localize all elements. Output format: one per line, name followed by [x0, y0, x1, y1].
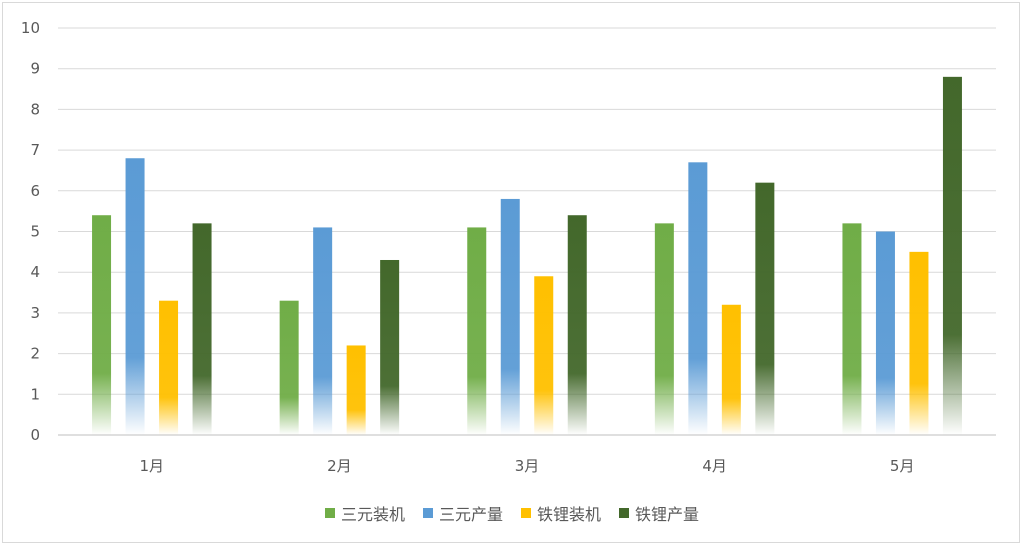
y-tick-label: 10	[21, 19, 40, 37]
legend: 三元装机 三元产量 铁锂装机 铁锂产量	[0, 500, 1024, 526]
x-tick-label: 1月	[140, 457, 165, 475]
y-tick-label: 0	[30, 426, 40, 444]
gridlines	[58, 27, 996, 436]
legend-item: 铁锂装机	[521, 501, 601, 525]
legend-label: 三元产量	[438, 505, 503, 524]
y-tick-label: 8	[30, 100, 40, 118]
bar-3-2	[346, 345, 366, 435]
legend-item: 三元产量	[422, 501, 503, 525]
bar-2-5	[875, 231, 895, 435]
bar-2-4	[688, 162, 708, 435]
bar-4-4	[755, 182, 775, 435]
y-tick-label: 9	[30, 60, 40, 78]
legend-label: 铁锂产量	[635, 505, 700, 524]
bars	[92, 76, 962, 436]
y-tick-label: 6	[30, 182, 40, 200]
legend-swatch	[619, 508, 630, 518]
x-tick-label: 4月	[702, 457, 727, 475]
bar-4-3	[567, 215, 587, 435]
legend-swatch	[521, 508, 531, 518]
bar-4-1	[192, 223, 212, 435]
y-tick-label: 3	[30, 304, 40, 322]
bar-3-1	[159, 300, 179, 435]
legend-item: 铁锂产量	[619, 501, 699, 525]
legend-swatch	[324, 508, 335, 518]
bar-1-2	[279, 300, 299, 435]
bar-4-5	[942, 76, 962, 435]
bar-1-1	[92, 215, 112, 435]
legend-item: 三元装机	[324, 501, 405, 525]
bar-2-3	[500, 198, 520, 435]
bar-chart: 0 1 2 3 4 5 6 7 8 9 10 1月 2月 3月 4月 5月	[21, 19, 996, 475]
x-axis-ticks: 1月 2月 3月 4月 5月	[140, 457, 915, 475]
y-tick-label: 2	[30, 345, 40, 363]
y-axis-ticks: 0 1 2 3 4 5 6 7 8 9 10	[21, 19, 40, 444]
x-tick-label: 3月	[515, 457, 540, 475]
bar-3-5	[909, 251, 929, 435]
legend-label: 铁锂装机	[537, 505, 602, 524]
legend-swatch	[422, 508, 433, 518]
bar-2-1	[125, 158, 145, 436]
y-tick-label: 1	[30, 385, 40, 403]
y-tick-label: 7	[30, 141, 40, 159]
bar-2-2	[313, 227, 333, 435]
x-tick-label: 2月	[327, 457, 352, 475]
bar-1-3	[467, 227, 487, 435]
bar-1-4	[654, 223, 674, 435]
bar-4-2	[380, 259, 400, 435]
x-tick-label: 5月	[890, 457, 915, 475]
legend-label: 三元装机	[340, 505, 405, 524]
bar-3-4	[721, 304, 741, 435]
y-tick-label: 5	[30, 223, 40, 241]
bar-1-5	[842, 223, 862, 435]
y-tick-label: 4	[30, 263, 40, 281]
bar-3-3	[534, 276, 554, 435]
